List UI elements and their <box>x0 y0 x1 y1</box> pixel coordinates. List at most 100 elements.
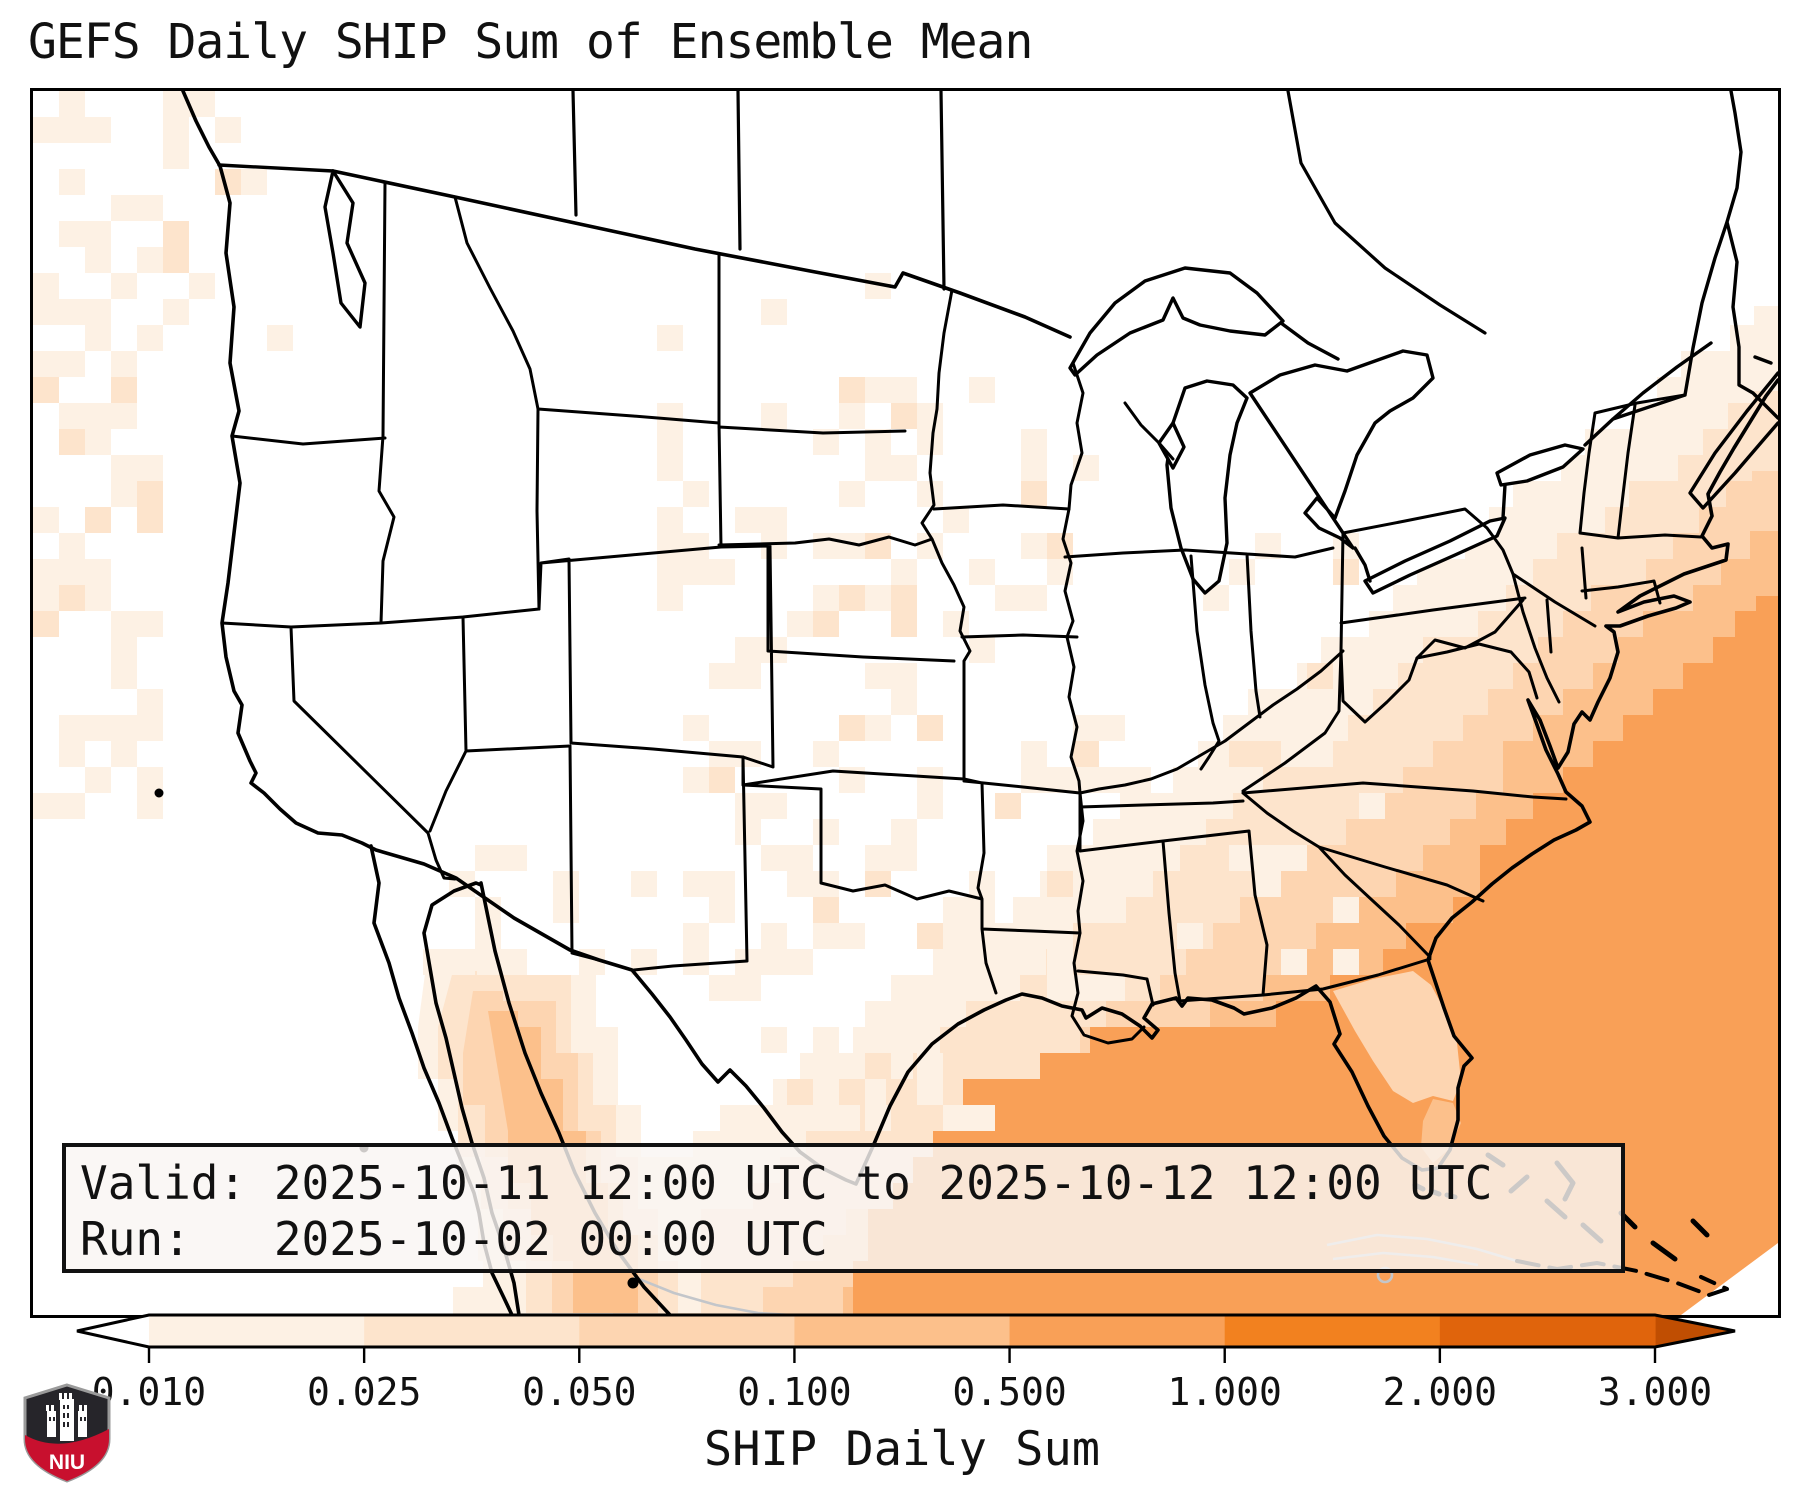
ship-grid-cell <box>735 663 761 689</box>
ship-grid-cell <box>1177 923 1203 949</box>
great-lakes <box>1068 266 1585 595</box>
ship-grid-cell <box>553 871 579 897</box>
ship-grid-cell <box>85 403 111 429</box>
ship-grid-cell <box>33 299 59 325</box>
ship-grid-cell <box>111 195 137 221</box>
ship-grid-cell <box>59 429 85 455</box>
ship-grid-cell <box>501 845 527 871</box>
ship-grid-cell <box>1281 845 1307 871</box>
ship-grid-cell <box>969 559 995 585</box>
ship-grid-cell <box>163 299 189 325</box>
ship-grid-cell <box>137 689 163 715</box>
ship-grid-cell <box>657 585 683 611</box>
ship-grid-cell <box>1307 741 1333 767</box>
ship-grid-cell <box>163 117 189 143</box>
ship-grid-cell <box>85 299 111 325</box>
ship-grid-cell <box>111 403 137 429</box>
ship-grid-cell <box>995 793 1021 819</box>
ship-grid-cell <box>943 923 969 949</box>
ship-grid-cell <box>33 611 59 637</box>
ship-grid-cell <box>891 663 917 689</box>
ship-grid-cell <box>657 403 683 429</box>
ship-grid-cell <box>1021 481 1047 507</box>
ship-grid-cell <box>917 923 943 949</box>
ship-grid-cell <box>657 507 683 533</box>
ship-grid-cell <box>85 117 111 143</box>
ship-grid-cell <box>33 559 59 585</box>
ship-grid-cell <box>969 637 995 663</box>
map-frame <box>30 88 1781 1318</box>
ship-grid-cell <box>969 871 995 897</box>
ship-grid-cell <box>657 455 683 481</box>
ship-grid-cell <box>1099 897 1125 923</box>
ship-grid-cell <box>735 975 761 1001</box>
ship-grid-cell <box>761 403 787 429</box>
ship-grid-cell <box>813 741 839 767</box>
ship-grid-cell <box>1021 429 1047 455</box>
ship-grid-cell <box>33 117 59 143</box>
ship-grid-cell <box>111 377 137 403</box>
ship-grid-cell <box>839 533 865 559</box>
ship-grid-cell <box>631 871 657 897</box>
ship-grid-cell <box>917 481 943 507</box>
colorbar-tick-label: 0.100 <box>737 1370 851 1414</box>
ship-grid-cell <box>865 585 891 611</box>
ship-grid-cell <box>813 923 839 949</box>
colorbar-segment <box>1224 1315 1441 1347</box>
ship-grid-cell <box>709 767 735 793</box>
ship-grid-cell <box>683 481 709 507</box>
colorbar-tick-label: 1.000 <box>1168 1370 1282 1414</box>
ship-grid-cell <box>735 507 761 533</box>
ship-grid-cell <box>917 1079 943 1105</box>
ship-grid-cell <box>1099 975 1125 1001</box>
ship-grid-cell <box>891 845 917 871</box>
ship-grid-cell <box>163 221 189 247</box>
ship-grid-cell <box>709 559 735 585</box>
ship-grid-cell <box>969 1105 995 1131</box>
ship-grid-cell <box>917 403 943 429</box>
niu-logo: NIU <box>22 1383 112 1483</box>
ship-grid-cell <box>553 897 579 923</box>
ship-grid-cell <box>33 273 59 299</box>
ship-grid-cell <box>85 507 111 533</box>
ship-grid-cell <box>657 533 683 559</box>
run-time-line: Run: 2025-10-02 00:00 UTC <box>80 1212 828 1266</box>
ship-grid-cell <box>59 533 85 559</box>
ship-grid-cell <box>59 741 85 767</box>
ship-grid-cell <box>1021 455 1047 481</box>
map-svg <box>33 91 1778 1315</box>
ship-grid-cell <box>59 403 85 429</box>
ship-grid-cell <box>865 871 891 897</box>
ship-grid-cell <box>163 143 189 169</box>
ship-grid-cell <box>813 1027 839 1053</box>
ship-grid-cell <box>137 455 163 481</box>
ship-grid-cell <box>917 767 943 793</box>
ship-grid-cell <box>657 559 683 585</box>
ship-grid-cell <box>709 897 735 923</box>
ship-grid-cell <box>1229 741 1255 767</box>
ship-grid-cell <box>735 1105 761 1131</box>
ship-grid-cell <box>839 481 865 507</box>
ship-shading-speckle <box>33 91 1385 1131</box>
ship-grid-cell <box>215 117 241 143</box>
ship-grid-cell <box>137 195 163 221</box>
colorbar-segment <box>149 1315 365 1347</box>
ship-grid-cell <box>1047 871 1073 897</box>
colorbar-segment <box>579 1315 796 1347</box>
niu-red-swoosh <box>25 1429 109 1481</box>
ship-grid-cell <box>761 1027 787 1053</box>
valid-time-line: Valid: 2025-10-11 12:00 UTC to 2025-10-1… <box>80 1156 1493 1210</box>
ship-grid-cell <box>163 247 189 273</box>
ship-grid-cell <box>683 923 709 949</box>
ship-grid-cell <box>1333 559 1359 585</box>
ship-grid-cell <box>813 533 839 559</box>
ship-grid-cell <box>865 663 891 689</box>
ship-grid-cell <box>85 247 111 273</box>
ship-grid-cell <box>813 897 839 923</box>
ship-grid-cell <box>943 507 969 533</box>
ship-grid-cell <box>735 819 761 845</box>
ship-grid-cell <box>657 325 683 351</box>
ship-grid-cell <box>787 611 813 637</box>
ship-grid-cell <box>59 299 85 325</box>
